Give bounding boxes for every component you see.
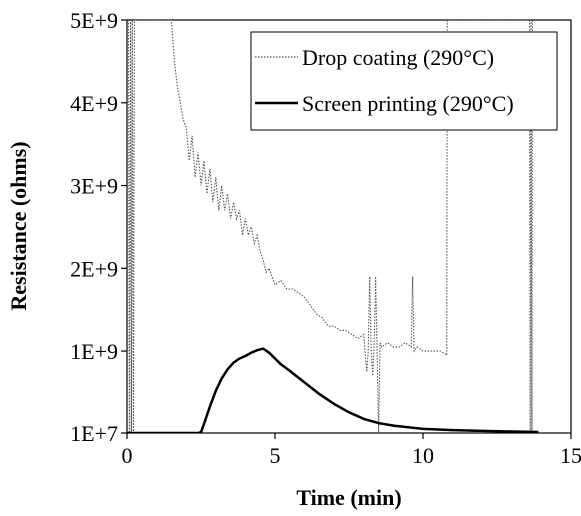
y-axis-title: Resistance (ohms) (6, 141, 31, 310)
axis-layer: 0 5 10 15 1E+7 1E+9 2E+9 3E+9 4E+9 5E+9 (70, 8, 581, 468)
legend-label-drop-coating: Drop coating (290°C) (302, 45, 494, 70)
y-tick-label: 1E+9 (70, 339, 118, 364)
x-axis-title: Time (min) (296, 485, 401, 510)
x-tick-label: 15 (560, 443, 581, 468)
x-tick-label: 0 (122, 443, 133, 468)
series-line-screen-printing (127, 347, 539, 433)
legend-label-screen-printing: Screen printing (290°C) (302, 91, 514, 116)
y-tick-label: 5E+9 (70, 8, 118, 33)
y-tick-label: 1E+7 (70, 421, 118, 446)
y-tick-label: 3E+9 (70, 174, 118, 199)
y-tick-label: 4E+9 (70, 91, 118, 116)
x-tick-label: 10 (412, 443, 434, 468)
y-tick-label: 2E+9 (70, 256, 118, 281)
series-layer (127, 20, 539, 433)
x-tick-label: 5 (270, 443, 281, 468)
legend-box (250, 31, 558, 131)
legend: Drop coating (290°C) Screen printing (29… (250, 31, 558, 131)
series-line-drop-coating (127, 20, 534, 433)
